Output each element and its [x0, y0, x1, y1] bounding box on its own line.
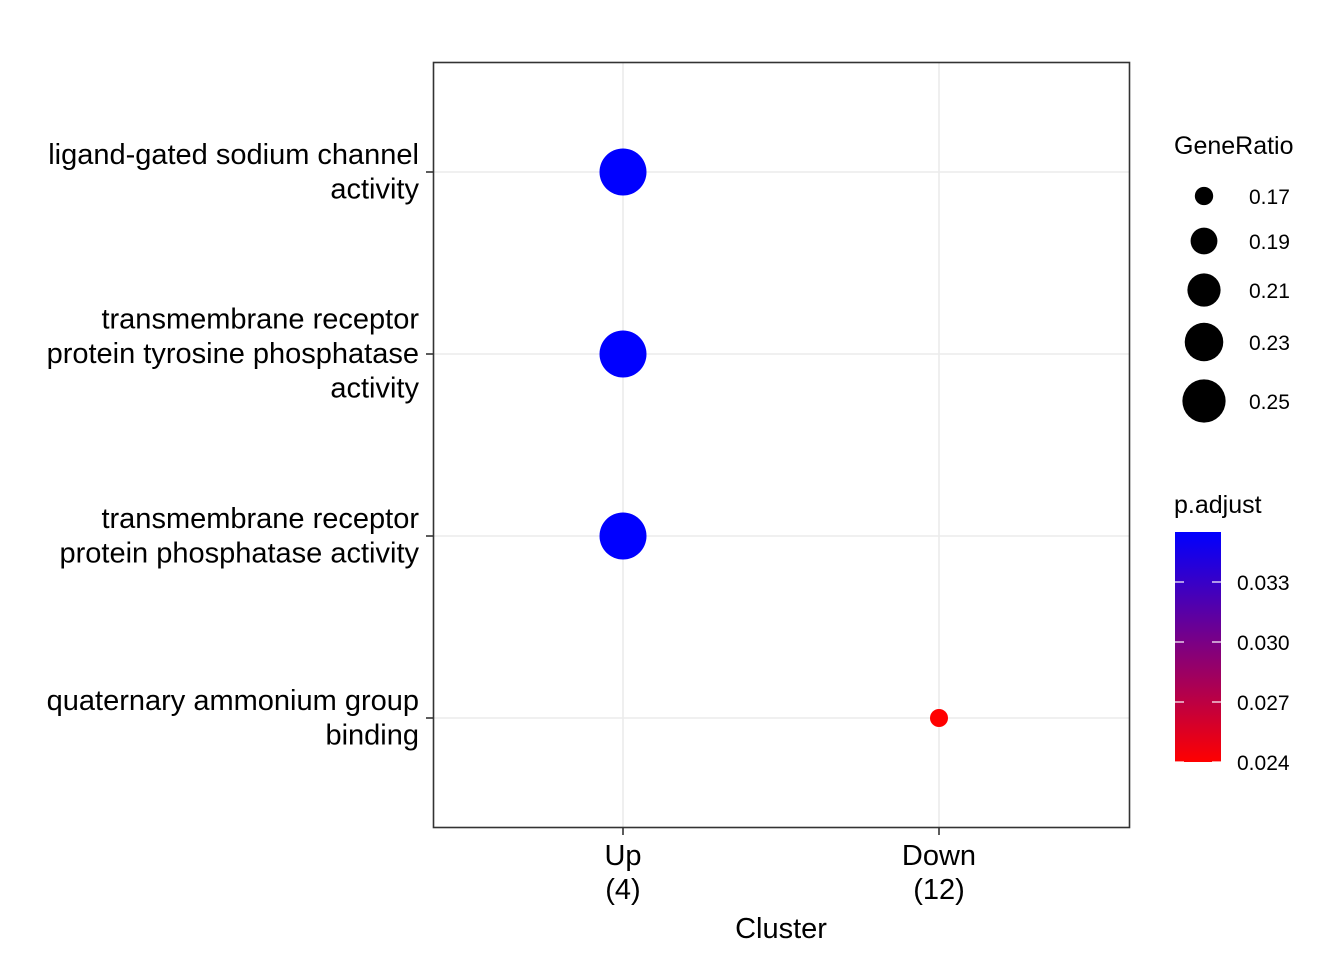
- plot-panel-border: [432, 61, 1131, 829]
- size-legend-label: 0.17: [1249, 186, 1290, 209]
- color-legend-bar: [1175, 532, 1221, 762]
- data-point: [599, 148, 647, 196]
- size-legend-key: [1194, 186, 1214, 206]
- size-legend-key: [1190, 227, 1218, 255]
- y-tick-label: transmembrane receptor: [101, 304, 419, 336]
- x-tick-label: Down: [902, 840, 976, 872]
- size-legend-key: [1182, 379, 1226, 423]
- y-tick-label: activity: [330, 373, 419, 405]
- y-tick-label: binding: [325, 719, 419, 751]
- y-tick-label: protein phosphatase activity: [60, 537, 420, 569]
- data-point: [599, 512, 647, 560]
- color-legend: p.adjust 0.024 0.027 0.030 0.033: [1174, 491, 1290, 775]
- color-legend-label: 0.033: [1237, 572, 1290, 595]
- y-tick-label: ligand-gated sodium channel: [48, 139, 419, 171]
- color-legend-title: p.adjust: [1174, 491, 1262, 519]
- x-axis-title: Cluster: [735, 913, 827, 945]
- y-tick-label: transmembrane receptor: [101, 503, 419, 535]
- color-legend-label: 0.024: [1237, 752, 1290, 775]
- y-axis: ligand-gated sodium channelactivitytrans…: [47, 139, 434, 751]
- color-legend-label: 0.030: [1237, 632, 1290, 655]
- data-point: [930, 709, 948, 727]
- size-legend-label: 0.23: [1249, 332, 1290, 355]
- y-tick-label: protein tyrosine phosphatase: [47, 338, 419, 370]
- x-tick-label: (12): [913, 874, 965, 906]
- data-point: [599, 330, 647, 378]
- y-tick-label: quaternary ammonium group: [47, 685, 419, 717]
- size-legend-label: 0.25: [1249, 391, 1290, 414]
- grid-lines: [433, 62, 1130, 828]
- x-tick-label: (4): [605, 874, 640, 906]
- size-legend-label: 0.19: [1249, 231, 1290, 254]
- y-tick-label: activity: [330, 173, 419, 205]
- color-legend-label: 0.027: [1237, 692, 1290, 715]
- size-legend-title: GeneRatio: [1174, 132, 1294, 160]
- size-legend-key: [1184, 322, 1224, 362]
- size-legend-label: 0.21: [1249, 280, 1290, 303]
- x-tick-label: Up: [604, 840, 641, 872]
- size-legend-key: [1187, 273, 1221, 307]
- x-axis: Up(4) Down(12): [604, 827, 976, 906]
- data-points: [599, 148, 948, 727]
- size-legend: GeneRatio 0.17 0.19 0.21 0.23 0.25: [1174, 132, 1294, 423]
